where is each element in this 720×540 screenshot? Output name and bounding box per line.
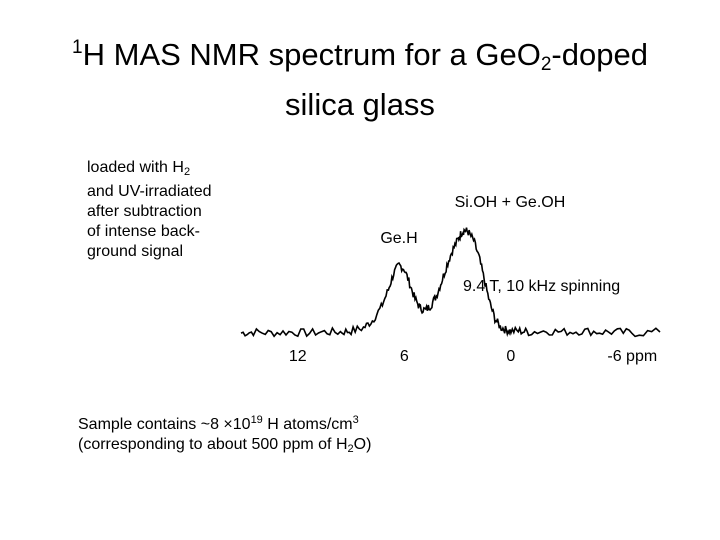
sample-line-1b: H atoms/cm [262,416,353,433]
spectrum-line [240,227,661,338]
title-text-2: -doped [551,37,648,72]
field-note: 9.4 T, 10 kHz spinning [463,278,621,295]
title-line-2: silica glass [285,87,435,122]
title-superscript: 1 [72,37,83,58]
chart-title: 1H MAS NMR spectrum for a GeO2-doped sil… [0,28,720,125]
sample-line-2a: (corresponding to about 500 ppm of H [78,436,348,453]
condition-line-4: of intense back- [87,223,200,240]
sample-note: Sample contains ~8 ×1019 H atoms/cm3 (co… [78,410,371,459]
condition-line-2: and UV-irradiated [87,183,212,200]
sample-exponent: 19 [250,414,263,426]
sample-subscript: 2 [347,443,354,455]
peak-annotation: Ge.H [380,230,417,247]
sample-unit-exponent: 3 [352,414,359,426]
condition-line-1: loaded with H [87,159,184,176]
condition-subscript: 2 [183,166,191,178]
sample-line-2b: O) [353,436,372,453]
title-text-1: H MAS NMR spectrum for a GeO [82,37,541,72]
condition-note: loaded with H2 and UV-irradiated after s… [87,158,212,262]
x-tick-label: 6 [400,348,409,365]
x-tick-label: 0 [506,348,515,365]
x-tick-label: -6 ppm [607,348,657,365]
condition-line-3: after subtraction [87,203,202,220]
title-subscript: 2 [540,54,552,75]
sample-line-1a: Sample contains ~8 ×10 [78,416,251,433]
condition-line-5: ground signal [87,243,184,260]
x-tick-label: 12 [289,348,307,365]
peak-annotation: Si.OH + Ge.OH [455,194,566,211]
